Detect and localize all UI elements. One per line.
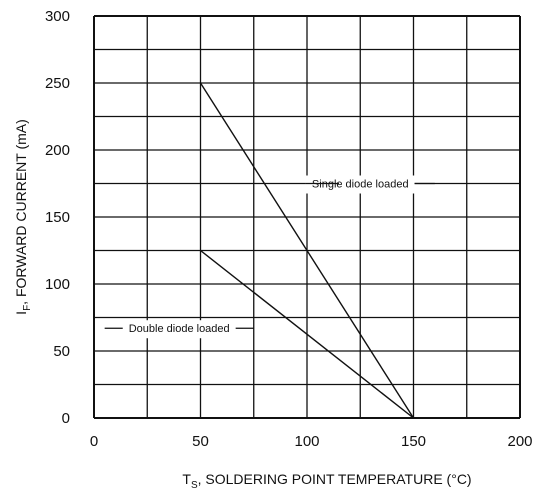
series-line xyxy=(199,82,415,419)
y-tick-label: 150 xyxy=(45,209,70,226)
y-tick-label: 100 xyxy=(45,276,70,293)
annotations: Single diode loaded Double diode loaded xyxy=(104,175,435,339)
annotation-background xyxy=(122,320,236,339)
x-tick-label: 0 xyxy=(90,433,98,450)
annotation-label: Double diode loaded xyxy=(129,323,230,335)
x-tick-label: 200 xyxy=(507,433,532,450)
y-tick-label: 250 xyxy=(45,75,70,92)
y-tick-label: 50 xyxy=(53,343,70,360)
tick-labels: 0 50 100 150 200 250 300 0 50 100 150 200 xyxy=(45,8,533,450)
y-axis-label: IF, FORWARD CURRENT (mA) xyxy=(13,119,33,315)
grid xyxy=(93,15,521,419)
annotation-background xyxy=(305,175,415,194)
x-tick-label: 150 xyxy=(401,433,426,450)
series-lines xyxy=(199,82,415,419)
y-tick-label: 0 xyxy=(62,410,70,427)
x-axis-label: TS, SOLDERING POINT TEMPERATURE (°C) xyxy=(182,471,471,491)
series-line xyxy=(200,249,414,419)
x-tick-label: 100 xyxy=(294,433,319,450)
y-tick-label: 300 xyxy=(45,8,70,25)
y-tick-label: 200 xyxy=(45,142,70,159)
annotation-label: Single diode loaded xyxy=(312,179,409,191)
x-tick-label: 50 xyxy=(192,433,209,450)
